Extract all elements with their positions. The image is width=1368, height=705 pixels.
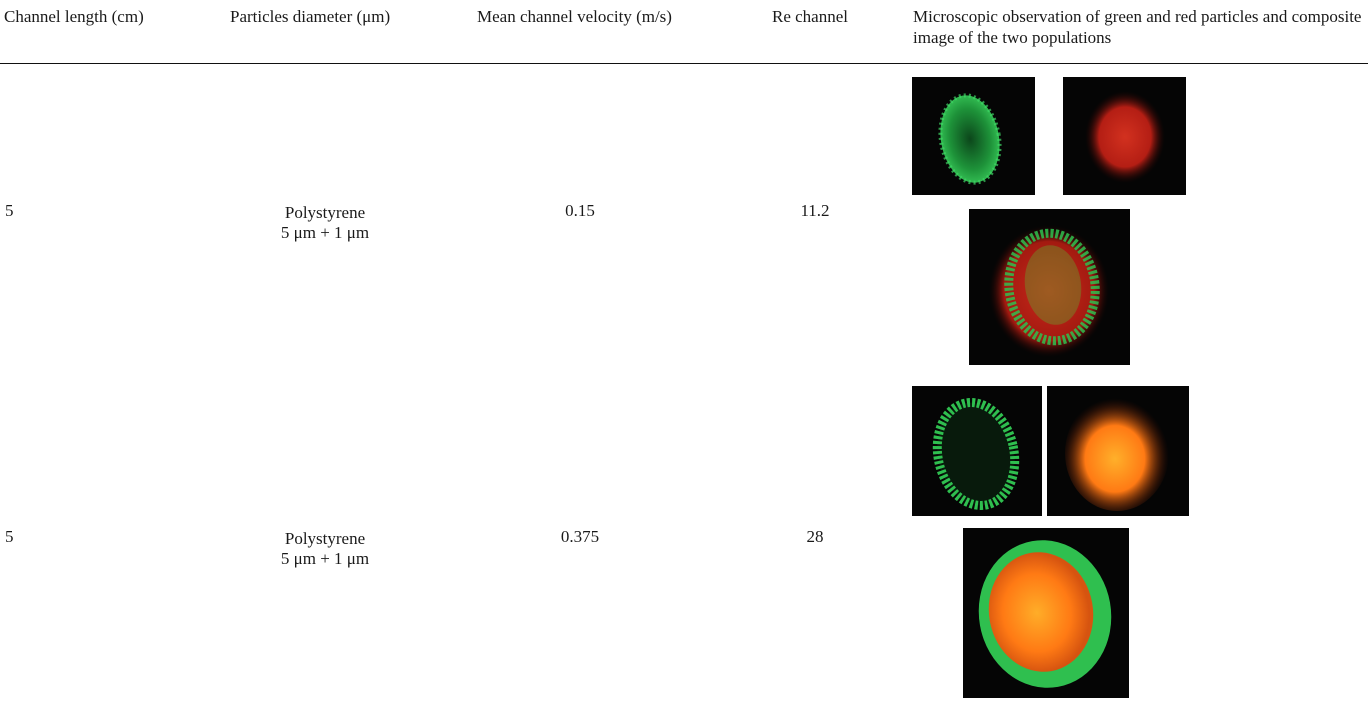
row2-green-particles-image bbox=[912, 386, 1042, 516]
row1-material: Polystyrene bbox=[284, 203, 366, 222]
row1-re: 11.2 bbox=[800, 201, 830, 220]
row2-composite-image bbox=[963, 528, 1129, 698]
header-mean-velocity: Mean channel velocity (m/s) bbox=[477, 7, 672, 26]
row1-diameter: 5 μm + 1 μm bbox=[280, 223, 370, 242]
row2-channel-length: 5 bbox=[5, 527, 14, 546]
header-channel-length: Channel length (cm) bbox=[4, 7, 144, 26]
header-microscopic-observation: Microscopic observation of green and red… bbox=[913, 7, 1362, 47]
header-rule bbox=[0, 63, 1368, 64]
row1-composite-image bbox=[969, 209, 1130, 365]
header-re-channel: Re channel bbox=[772, 7, 848, 26]
row2-diameter: 5 μm + 1 μm bbox=[280, 549, 370, 568]
row2-velocity: 0.375 bbox=[560, 527, 600, 546]
row1-red-particles-image bbox=[1063, 77, 1186, 195]
row2-red-particles-image bbox=[1047, 386, 1189, 516]
row2-re: 28 bbox=[806, 527, 824, 546]
header-particles-diameter: Particles diameter (μm) bbox=[230, 7, 391, 26]
row1-velocity: 0.15 bbox=[565, 201, 595, 220]
row2-material: Polystyrene bbox=[284, 529, 366, 548]
row1-green-particles-image bbox=[912, 77, 1035, 195]
row1-channel-length: 5 bbox=[5, 201, 14, 220]
